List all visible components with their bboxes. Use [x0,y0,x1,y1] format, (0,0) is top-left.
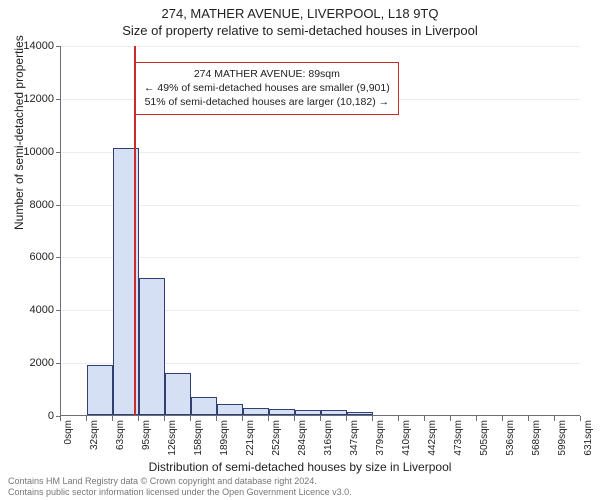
footer-line-1: Contains HM Land Registry data © Crown c… [8,476,352,487]
y-tick-label: 4000 [14,304,54,316]
x-tick-mark [346,416,347,421]
y-tick-mark [56,152,61,153]
x-tick-mark [112,416,113,421]
histogram-bar [191,397,217,416]
histogram-bar [87,365,113,415]
histogram-bar [269,409,295,415]
x-tick-mark [138,416,139,421]
y-tick-label: 2000 [14,357,54,369]
grid-line [61,46,580,47]
x-tick-mark [424,416,425,421]
x-tick-label: 63sqm [115,420,126,450]
x-tick-label: 505sqm [479,420,490,456]
x-tick-label: 379sqm [375,420,386,456]
y-tick-mark [56,310,61,311]
x-tick-label: 189sqm [219,420,230,456]
histogram-bar [321,410,347,415]
annotation-line-1: 274 MATHER AVENUE: 89sqm [144,67,390,81]
annotation-line-2: ← 49% of semi-detached houses are smalle… [144,81,390,95]
x-tick-mark [86,416,87,421]
y-tick-mark [56,205,61,206]
footer-attribution: Contains HM Land Registry data © Crown c… [8,476,352,498]
x-tick-label: 158sqm [193,420,204,456]
histogram-bar [295,410,321,415]
x-tick-mark [450,416,451,421]
y-tick-mark [56,46,61,47]
x-tick-label: 221sqm [245,420,256,456]
x-tick-label: 32sqm [89,420,100,450]
x-tick-mark [398,416,399,421]
x-axis-label: Distribution of semi-detached houses by … [0,460,600,474]
x-tick-label: 599sqm [557,420,568,456]
y-tick-mark [56,99,61,100]
x-tick-label: 473sqm [453,420,464,456]
x-tick-label: 126sqm [167,420,178,456]
x-tick-mark [528,416,529,421]
x-tick-mark [294,416,295,421]
annotation-line-3: 51% of semi-detached houses are larger (… [144,95,390,109]
x-tick-mark [164,416,165,421]
x-tick-mark [372,416,373,421]
histogram-bar [347,412,373,415]
chart-title-main: 274, MATHER AVENUE, LIVERPOOL, L18 9TQ [0,0,600,21]
x-tick-label: 410sqm [401,420,412,456]
y-tick-label: 6000 [14,251,54,263]
x-tick-mark [268,416,269,421]
x-tick-label: 568sqm [531,420,542,456]
y-tick-label: 12000 [14,93,54,105]
x-tick-mark [554,416,555,421]
histogram-bar [217,404,243,415]
histogram-bar [165,373,191,415]
x-tick-mark [242,416,243,421]
footer-line-2: Contains public sector information licen… [8,487,352,498]
x-tick-mark [216,416,217,421]
y-tick-mark [56,363,61,364]
annotation-box: 274 MATHER AVENUE: 89sqm ← 49% of semi-d… [135,62,399,115]
histogram-bar [243,408,269,415]
histogram-bar [139,278,165,415]
x-tick-label: 0sqm [63,420,74,444]
x-tick-mark [320,416,321,421]
x-tick-label: 316sqm [323,420,334,456]
x-tick-label: 284sqm [297,420,308,456]
x-tick-label: 536sqm [505,420,516,456]
x-tick-label: 95sqm [141,420,152,450]
x-tick-label: 442sqm [427,420,438,456]
x-tick-label: 252sqm [271,420,282,456]
x-tick-mark [190,416,191,421]
y-tick-label: 10000 [14,146,54,158]
chart-title-sub: Size of property relative to semi-detach… [0,21,600,38]
x-tick-label: 631sqm [583,420,594,456]
x-tick-mark [476,416,477,421]
y-tick-label: 14000 [14,40,54,52]
y-tick-label: 8000 [14,199,54,211]
x-tick-mark [502,416,503,421]
y-tick-mark [56,257,61,258]
x-tick-label: 347sqm [349,420,360,456]
y-tick-label: 0 [14,410,54,422]
x-tick-mark [60,416,61,421]
x-tick-mark [580,416,581,421]
chart-area: 274 MATHER AVENUE: 89sqm ← 49% of semi-d… [60,46,580,416]
